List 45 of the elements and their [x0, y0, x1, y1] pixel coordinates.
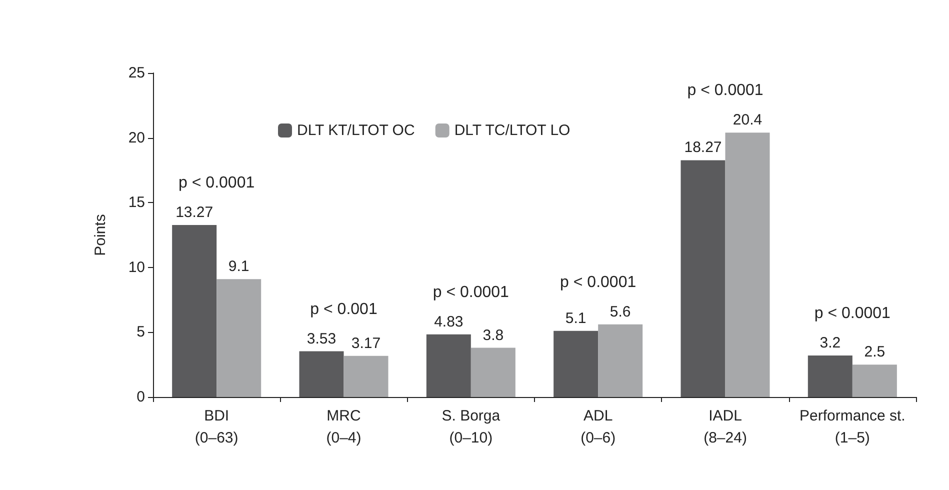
data-label: 3.2 — [820, 334, 841, 352]
bar — [554, 330, 598, 397]
x-tick-label: BDI (0–63) — [194, 408, 238, 446]
data-label: 3.17 — [351, 334, 381, 352]
bar — [470, 348, 516, 397]
x-tick-label: IADL (8–24) — [704, 408, 747, 446]
data-label: 3.53 — [306, 330, 336, 348]
annotation: p < 0.0001 — [432, 284, 510, 301]
y-axis-title: Points — [92, 214, 109, 256]
data-label: 3.8 — [482, 326, 504, 344]
data-label: 4.83 — [434, 313, 464, 330]
legend-label: DLT TC/LTOT LO — [454, 122, 570, 139]
bar — [680, 160, 726, 397]
bar — [216, 279, 262, 397]
y-tick-label: 20 — [128, 129, 145, 146]
annotation: p < 0.0001 — [814, 305, 891, 322]
x-tick-label: S. Borga (0–10) — [442, 408, 501, 446]
data-label: 5.1 — [565, 310, 586, 327]
x-tick-label: ADL (0–6) — [580, 408, 616, 446]
data-label: 2.5 — [864, 344, 886, 361]
y-tick-label: 25 — [128, 64, 145, 82]
x-tick-label: MRC (0–4) — [326, 408, 362, 446]
x-tick-label: Performance st. (1–5) — [799, 408, 906, 446]
annotation: p < 0.0001 — [560, 274, 636, 291]
data-label: 18.27 — [684, 139, 722, 156]
bar — [808, 356, 852, 397]
data-label: 5.6 — [610, 303, 631, 320]
data-label: 13.27 — [176, 204, 214, 222]
bar — [344, 356, 388, 397]
data-label: 9.1 — [228, 258, 250, 276]
annotation: p < 0.0001 — [687, 82, 764, 100]
y-tick-label: 5 — [136, 324, 145, 341]
bar — [426, 334, 471, 397]
y-tick-label: 10 — [128, 258, 145, 276]
annotation: p < 0.001 — [310, 300, 378, 318]
bar — [598, 324, 643, 397]
legend-label: DLT KT/LTOT OC — [297, 122, 415, 139]
bar — [299, 351, 344, 397]
annotation: p < 0.0001 — [178, 174, 255, 192]
bar — [725, 132, 770, 397]
y-tick-label: 15 — [128, 194, 145, 212]
y-tick-label: 0 — [136, 388, 145, 406]
bar — [852, 364, 897, 397]
bar — [172, 225, 217, 397]
data-label: 20.4 — [732, 112, 762, 129]
